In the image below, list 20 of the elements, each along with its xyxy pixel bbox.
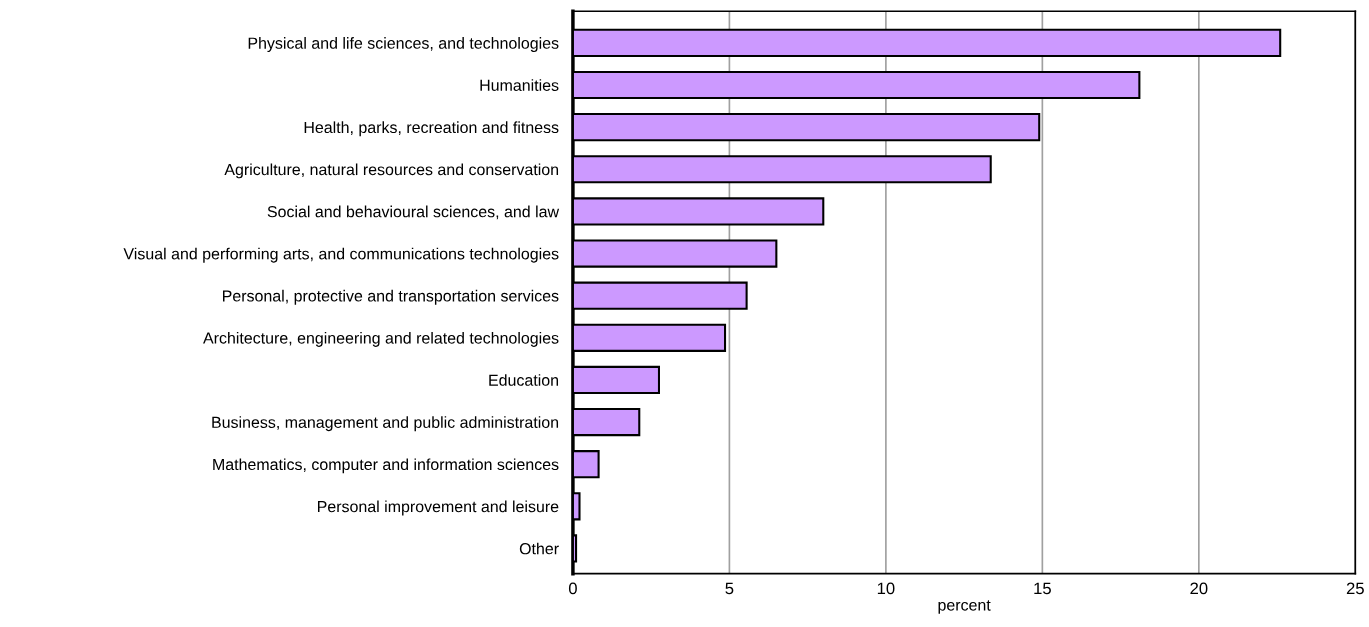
y-tick-label: Business, management and public administration bbox=[212, 416, 559, 432]
y-tick-label: Agriculture, natural resources and conservation bbox=[224, 163, 559, 179]
y-tick-label: Personal, protective and transportation services bbox=[223, 289, 559, 305]
y-tick-label: Visual and performing arts, and communications technologies bbox=[123, 247, 559, 263]
x-tick-label: 25 bbox=[1346, 582, 1364, 595]
y-tick-label: Social and behavioural sciences, and law bbox=[267, 205, 560, 220]
y-tick-label: Architecture, engineering and related technologies bbox=[203, 332, 559, 347]
x-tick-label: 5 bbox=[725, 582, 734, 595]
x-tick-label: 10 bbox=[877, 582, 895, 595]
y-tick-label: Personal improvement and leisure bbox=[318, 500, 559, 516]
y-tick-label: Physical and life sciences, and technologies bbox=[248, 37, 559, 52]
y-tick-label: Education bbox=[489, 374, 559, 386]
y-tick-label: Humanities bbox=[480, 79, 559, 91]
x-axis-title: percent bbox=[938, 600, 991, 614]
y-tick-label: Health, parks, recreation and fitness bbox=[304, 121, 559, 137]
y-tick-label: Mathematics, computer and information sciences bbox=[213, 458, 559, 474]
x-tick-label: 0 bbox=[568, 582, 577, 595]
x-tick-label: 15 bbox=[1034, 582, 1051, 595]
y-tick-label: Other bbox=[519, 542, 559, 555]
x-tick-label: 20 bbox=[1190, 582, 1208, 595]
